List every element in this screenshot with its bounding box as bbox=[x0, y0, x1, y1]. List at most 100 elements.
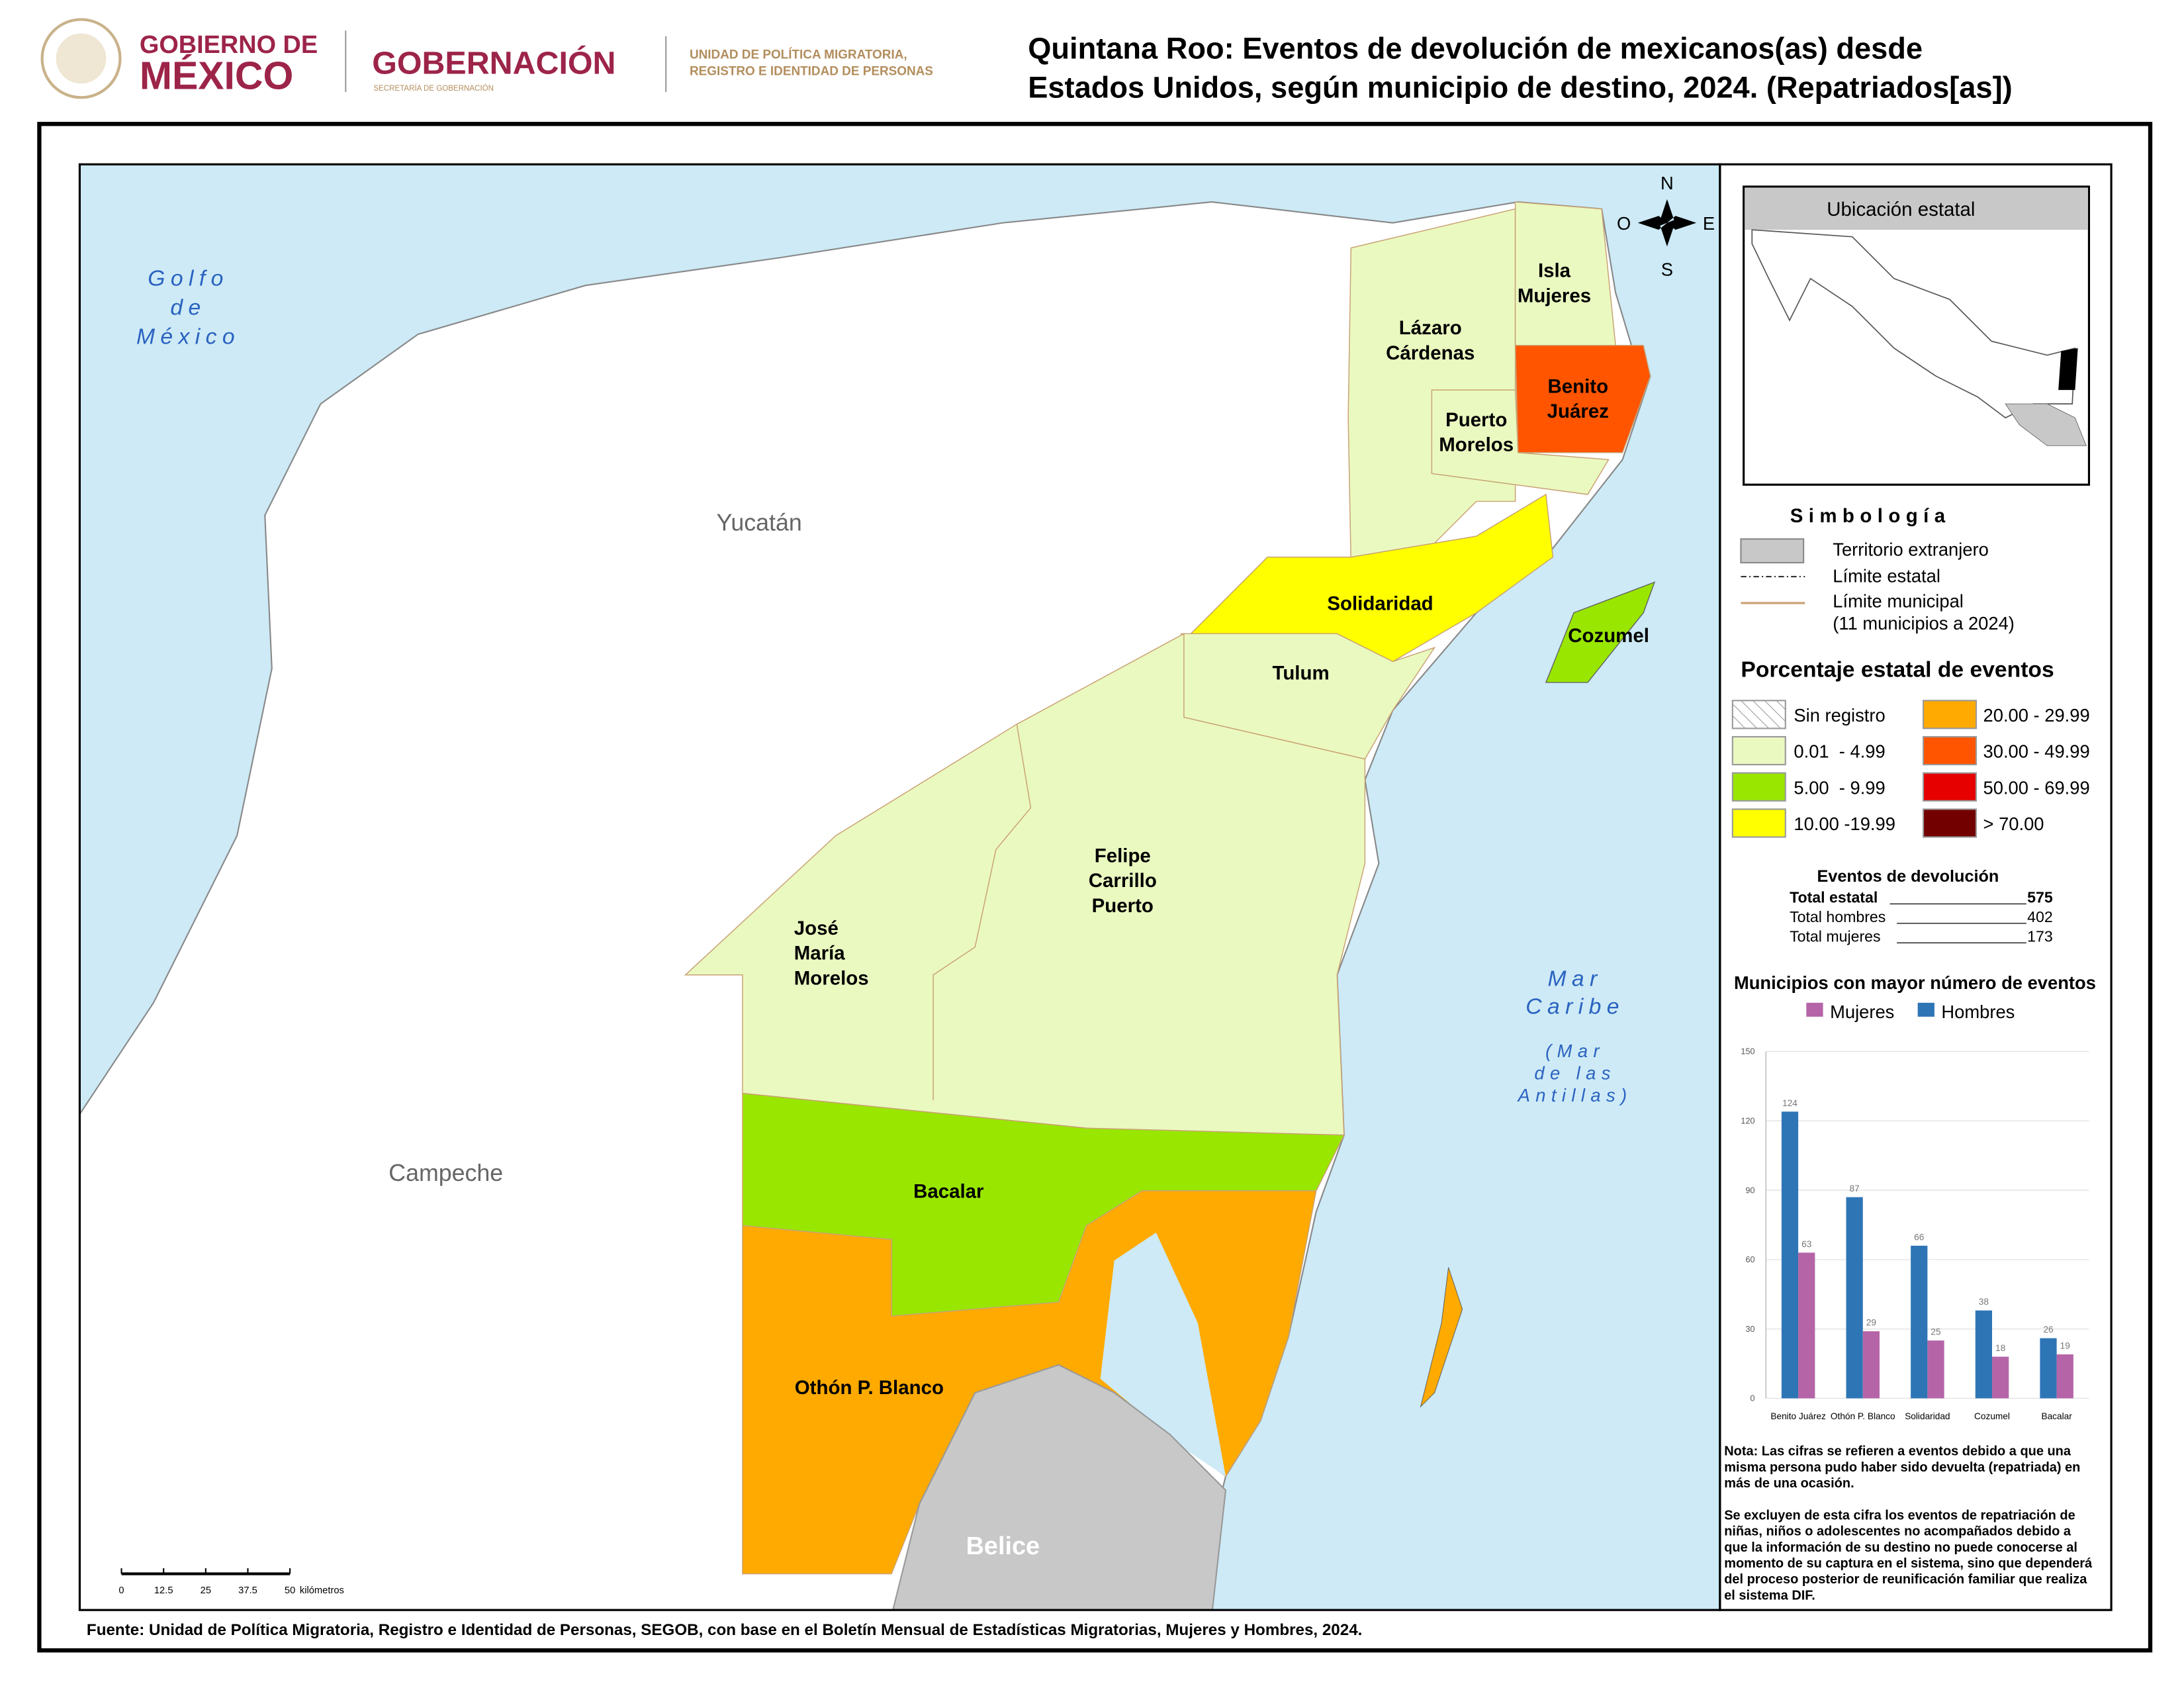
map bbox=[79, 164, 1720, 1611]
note-line: más de una ocasión. bbox=[1724, 1476, 1854, 1491]
note-line: que la información de su destino no pued… bbox=[1724, 1540, 2077, 1555]
municipality-label: María bbox=[794, 943, 846, 964]
total-label: Total hombres bbox=[1790, 908, 1886, 925]
class-swatch bbox=[1923, 735, 1978, 766]
bar bbox=[1975, 1310, 1992, 1399]
y-tick-label: 150 bbox=[1741, 1047, 1754, 1056]
total-label: Total estatal bbox=[1790, 888, 1878, 906]
bar bbox=[1862, 1331, 1880, 1399]
legend-swatch bbox=[1740, 538, 1805, 564]
scale-label: 50 bbox=[285, 1585, 295, 1596]
value-label: 124 bbox=[1782, 1098, 1797, 1108]
municipality-label: Morelos bbox=[1439, 434, 1514, 456]
value-label: 19 bbox=[2060, 1341, 2070, 1351]
totals: Total estatal 575 Total hombres 402 Total mu… bbox=[1790, 888, 2053, 945]
compass-label: S bbox=[1661, 259, 1673, 280]
municipality-label: Isla bbox=[1538, 260, 1571, 282]
total-value: 575 bbox=[2027, 888, 2053, 906]
legend-label: Hombres bbox=[1941, 1002, 2015, 1022]
class-label: Sin registro bbox=[1794, 705, 1885, 726]
municipality-label: Othón P. Blanco bbox=[795, 1377, 944, 1399]
legend-label: (11 municipios a 2024) bbox=[1833, 613, 2015, 633]
frame bbox=[37, 122, 2153, 1653]
class-swatch bbox=[1923, 700, 1978, 729]
municipality-label: Cozumel bbox=[1568, 625, 1649, 647]
x-tick-label: Solidaridad bbox=[1905, 1411, 1950, 1421]
value-label: 18 bbox=[1995, 1343, 2005, 1353]
classes-title: Porcentaje estatal de eventos bbox=[1741, 658, 2054, 682]
value-label: 87 bbox=[1850, 1184, 1860, 1194]
note-line: misma persona pudo haber sido devuelta (… bbox=[1724, 1460, 2080, 1475]
state-label: Yucatán bbox=[717, 510, 802, 536]
inset-title: Ubicación estatal bbox=[1827, 199, 1975, 220]
sea-label: (Mar bbox=[1545, 1041, 1605, 1061]
bar bbox=[1927, 1340, 1944, 1399]
municipality-label: Benito bbox=[1547, 375, 1608, 397]
totals-title: Eventos de devolución bbox=[1817, 867, 1999, 886]
municipality-label: Bacalar bbox=[913, 1180, 984, 1202]
municipality bbox=[1545, 581, 1656, 683]
x-tick-label: Bacalar bbox=[2041, 1411, 2072, 1421]
chart-title: Municipios con mayor número de eventos bbox=[1734, 972, 2096, 993]
class-swatch bbox=[1731, 772, 1786, 802]
municipality-label: Cárdenas bbox=[1386, 342, 1475, 364]
inset-state bbox=[2058, 348, 2078, 391]
bar bbox=[1781, 1111, 1799, 1399]
y-tick-label: 120 bbox=[1741, 1116, 1754, 1125]
y-tick-label: 90 bbox=[1745, 1186, 1754, 1195]
scale: 0 12.5 25 37.5 50 kilómetros bbox=[118, 1568, 344, 1596]
municipality-label: Puerto bbox=[1092, 895, 1154, 917]
sea-label: de bbox=[170, 295, 206, 320]
y-tick-label: 30 bbox=[1745, 1325, 1754, 1334]
legend-label: Límite municipal bbox=[1833, 590, 1964, 611]
municipality-label: Solidaridad bbox=[1327, 593, 1433, 615]
total-value: 402 bbox=[2027, 908, 2053, 925]
bar bbox=[2056, 1354, 2073, 1399]
value-label: 26 bbox=[2043, 1325, 2053, 1335]
compass-label: N bbox=[1661, 173, 1674, 193]
legend-swatch bbox=[1806, 1002, 1823, 1017]
legend-label: Límite estatal bbox=[1833, 565, 1940, 586]
class-label: 5.00 - 9.99 bbox=[1794, 777, 1885, 798]
inset-country bbox=[1751, 229, 2076, 419]
title: Estados Unidos, según municipio de desti… bbox=[1028, 70, 2012, 104]
municipality-label: Felipe bbox=[1095, 845, 1151, 867]
compass-label: O bbox=[1617, 213, 1631, 234]
class-label: 10.00 -19.99 bbox=[1794, 814, 1895, 834]
unidad: REGISTRO E IDENTIDAD DE PERSONAS bbox=[690, 65, 933, 79]
class-swatch bbox=[1923, 808, 1978, 838]
municipality-label: José bbox=[794, 917, 839, 939]
chart: Mujeres Hombres 0 30 60 90 120 150 Benito Juárez… bbox=[1741, 1002, 2089, 1421]
sea-label: Caribe bbox=[1525, 995, 1625, 1019]
bar bbox=[1846, 1197, 1863, 1399]
foreign-territory bbox=[892, 1364, 1227, 1611]
legend-swatch bbox=[1917, 1002, 1934, 1017]
municipality-label: Morelos bbox=[794, 968, 869, 990]
gov-line: GOBIERNO DE bbox=[140, 31, 318, 59]
bar bbox=[1798, 1252, 1815, 1399]
sea-label: Mar bbox=[1547, 967, 1602, 992]
value-label: 25 bbox=[1931, 1327, 1941, 1337]
value-label: 38 bbox=[1979, 1297, 1989, 1307]
logo bbox=[40, 18, 122, 99]
municipality-label: Puerto bbox=[1445, 409, 1507, 431]
scale-label: 25 bbox=[201, 1585, 211, 1596]
classes: Sin registro 0.01 - 4.99 5.00 - 9.99 10.00 … bbox=[1731, 700, 2090, 838]
legend-label: Territorio extranjero bbox=[1833, 539, 1989, 559]
total-value: 173 bbox=[2027, 927, 2053, 945]
class-swatch bbox=[1731, 735, 1786, 766]
note-line: Se excluyen de esta cifra los eventos de… bbox=[1724, 1508, 2075, 1523]
class-hatch bbox=[1732, 700, 1786, 729]
title: Quintana Roo: Eventos de devolución de m… bbox=[1028, 31, 1923, 65]
scale-unit: kilómetros bbox=[300, 1585, 344, 1596]
note: Nota: Las cifras se refieren a eventos d… bbox=[1724, 1444, 2093, 1603]
state-label: Belice bbox=[966, 1532, 1040, 1560]
value-label: 29 bbox=[1866, 1318, 1876, 1328]
legend-title: Simbología bbox=[1790, 505, 1951, 527]
class-label: > 70.00 bbox=[1983, 814, 2044, 834]
bar bbox=[1992, 1356, 2009, 1399]
municipality-label: Juárez bbox=[1547, 400, 1609, 422]
inset-foreign bbox=[2005, 403, 2087, 446]
